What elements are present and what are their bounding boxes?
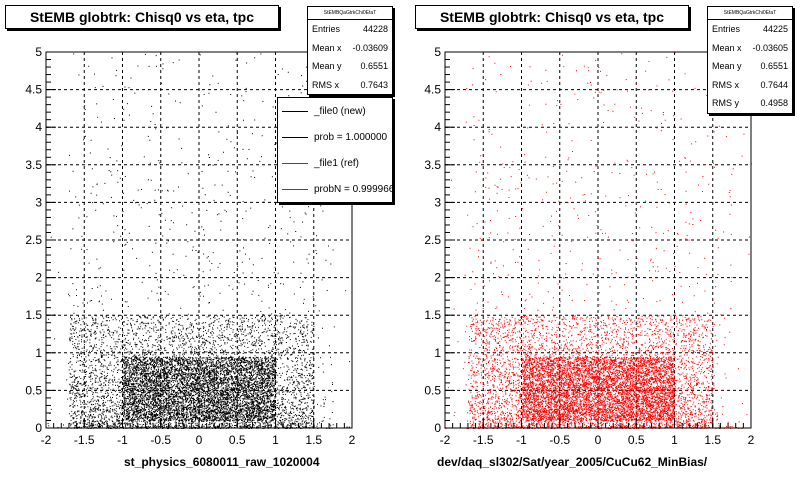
y-tick-label: 3 [35,195,42,209]
chart-title-right: StEMB globtrk: Chisq0 vs eta, tpc [415,5,689,29]
legend-line-icon [282,110,308,112]
legend-label: _file0 (new) [314,105,366,117]
y-tick-label: 1 [35,346,42,360]
legend-entry: _file1 (ref) [278,150,392,176]
legend-entry: prob = 1.000000 [278,124,392,150]
stats-value: 0.7644 [760,79,788,90]
x-tick-label: 0 [595,433,602,447]
right-pad: -2 -1.5 -1 -0.5 0 0.5 1 1.5 2 0 0.5 1 1.5 2 2.5 3 3.5 4 4.… [400,0,800,480]
legend-label: probN = 0.999966 [314,183,393,195]
stats-header-left: StEMBQaGtrkChi0EtaT [308,7,392,20]
y-tick-label: 2 [434,271,441,285]
stats-header-right: StEMBQaGtrkChi0EtaT [708,7,792,20]
legend-line-icon [282,136,308,138]
axes-ticks [45,51,353,429]
stats-label: Mean y [712,61,742,71]
x-tick-label: 1 [272,433,279,447]
legend-label: prob = 1.000000 [314,131,388,143]
stats-label: Entries [712,24,741,34]
x-tick-label: 1.5 [704,433,721,447]
y-tick-label: 2 [35,271,42,285]
stats-label: Mean y [312,61,342,71]
y-tick-label: 2.5 [424,233,441,247]
stats-label: RMS x [712,79,739,90]
legend-entry: probN = 0.999966 [278,176,392,202]
stats-value: -0.03605 [752,42,788,53]
y-tick-label: 2.5 [25,233,42,247]
y-tick-label: 0 [35,421,42,435]
y-tick-label: 1 [434,346,441,360]
stats-label: Mean x [712,42,742,53]
scatter-points [445,52,752,430]
stats-value: -0.03609 [352,42,388,53]
x-axis-label-right: dev/daq_sl302/Sat/year_2005/CuCu62_MinBi… [437,455,708,469]
legend-entry: _file0 (new) [278,98,392,124]
y-tick-label: 3 [434,195,441,209]
y-tick-label: 3.5 [25,158,42,172]
stats-box-right: StEMBQaGtrkChi0EtaT Entries 44225 Mean x… [707,6,793,114]
stats-value: 44225 [762,24,788,34]
scatter-plot-left: -2 -1.5 -1 -0.5 0 0.5 1 1.5 2 0 0.5 1 1.5 2 2.5 3 3.5 4 4.… [25,45,356,447]
y-tick-label: 5 [35,45,42,59]
x-tick-label: -1 [117,433,128,447]
x-tick-label: 1 [671,433,678,447]
stats-row: RMS y 0.4958 [708,94,792,113]
x-tick-label: 1.5 [305,433,322,447]
stats-value: 0.6551 [760,61,788,71]
scatter-point-cloud [445,52,752,430]
y-tick-label: 4.5 [25,83,42,97]
x-tick-label: -0.5 [150,433,171,447]
stats-value: 0.4958 [760,98,788,108]
y-tick-label: 0 [434,421,441,435]
x-tick-label: -1.5 [74,433,95,447]
stats-row: Mean y 0.6551 [308,57,392,76]
stats-value: 44228 [362,24,388,34]
x-tick-label: 0.5 [229,433,246,447]
stats-row: Mean x -0.03605 [708,39,792,58]
legend-box: _file0 (new) prob = 1.000000 _file1 (ref… [277,97,393,203]
y-tick-label: 3.5 [424,158,441,172]
left-pad: -2 -1.5 -1 -0.5 0 0.5 1 1.5 2 0 0.5 1 1.5 2 2.5 3 3.5 4 4.… [5,5,393,469]
y-tick-label: 1.5 [25,308,42,322]
y-tick-label: 4.5 [424,83,441,97]
stats-value: 0.6551 [360,61,388,71]
legend-line-icon [282,162,308,164]
legend-line-icon [282,188,308,190]
y-tick-label: 0.5 [25,383,42,397]
stats-row: Mean x -0.03609 [308,39,392,58]
x-tick-label: -1 [516,433,527,447]
y-tick-label: 4 [434,120,441,134]
stats-row: Entries 44225 [708,20,792,39]
x-tick-label: 0.5 [628,433,645,447]
x-tick-label: 2 [748,433,755,447]
stats-value: 0.7643 [360,79,388,90]
stats-box-left: StEMBQaGtrkChi0EtaT Entries 44228 Mean x… [307,6,393,95]
y-tick-label: 0.5 [424,383,441,397]
stats-row: RMS x 0.7643 [308,76,392,95]
grid [45,51,353,429]
chart-title-left: StEMB globtrk: Chisq0 vs eta, tpc [5,5,279,29]
y-tick-label: 4 [35,120,42,134]
stats-label: RMS y [712,98,739,108]
x-tick-label: 0 [196,433,203,447]
x-tick-label: 2 [349,433,356,447]
y-tick-label: 1.5 [424,308,441,322]
scatter-plot-right: -2 -1.5 -1 -0.5 0 0.5 1 1.5 2 0 0.5 1 1.5 2 2.5 3 3.5 4 4.… [424,45,755,447]
stats-label: Entries [312,24,341,34]
x-tick-label: -2 [440,433,451,447]
axes-ticks [444,51,752,429]
stats-label: RMS x [312,79,339,90]
x-tick-label: -2 [41,433,52,447]
y-tick-label: 5 [434,45,441,59]
stats-row: RMS x 0.7644 [708,76,792,95]
stats-label: Mean x [312,42,342,53]
legend-label: _file1 (ref) [314,157,360,169]
stats-row: Mean y 0.6551 [708,57,792,76]
x-tick-label: -0.5 [549,433,570,447]
x-tick-label: -1.5 [473,433,494,447]
stats-row: Entries 44228 [308,20,392,39]
x-axis-label-left: st_physics_6080011_raw_1020004 [124,455,320,469]
